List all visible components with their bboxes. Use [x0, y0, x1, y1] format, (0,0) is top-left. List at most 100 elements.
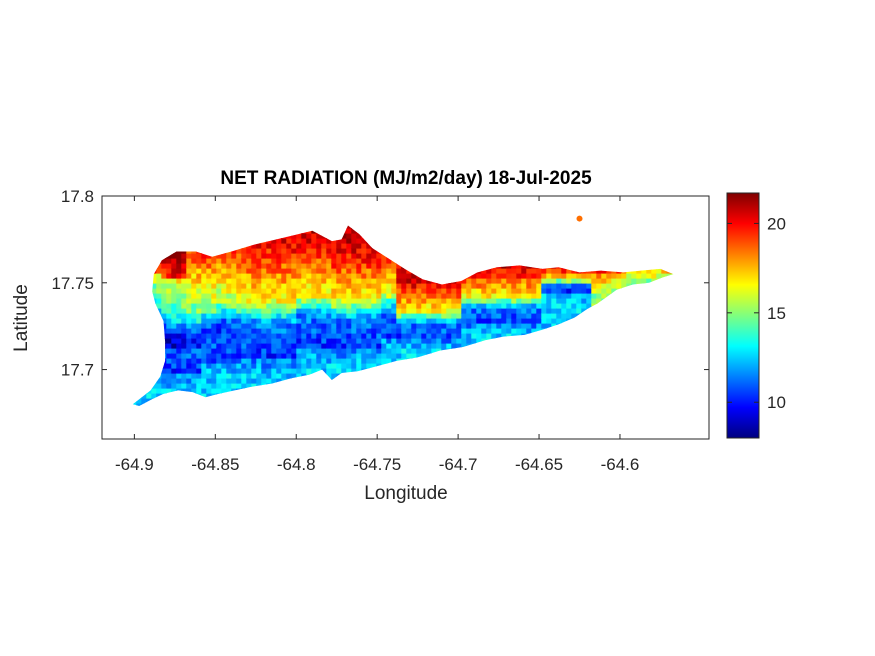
heatmap-cell [391, 368, 397, 374]
heatmap-cell [476, 248, 482, 254]
heatmap-cell [586, 358, 592, 364]
heatmap-cell [186, 258, 192, 264]
heatmap-cell [456, 398, 462, 404]
heatmap-cell [681, 353, 687, 359]
heatmap-cell [656, 283, 662, 289]
heatmap-cell [491, 293, 497, 299]
heatmap-cell [446, 288, 452, 294]
heatmap-cell [266, 283, 272, 289]
heatmap-cell [136, 393, 142, 399]
heatmap-cell [481, 358, 487, 364]
heatmap-cell [381, 268, 387, 274]
heatmap-cell [566, 318, 572, 324]
heatmap-cell [251, 363, 257, 369]
heatmap-cell [341, 225, 347, 229]
heatmap-cell [571, 288, 577, 294]
heatmap-cell [316, 233, 322, 239]
heatmap-cell [626, 288, 632, 294]
heatmap-cell [366, 378, 372, 384]
heatmap-cell [196, 338, 202, 344]
heatmap-cell [281, 308, 287, 314]
heatmap-cell [191, 293, 197, 299]
heatmap-cell [501, 398, 507, 404]
heatmap-cell [346, 248, 352, 254]
heatmap-cell [141, 248, 147, 254]
heatmap-cell [346, 228, 352, 234]
heatmap-cell [171, 383, 177, 389]
heatmap-cell [621, 353, 627, 359]
heatmap-cell [141, 323, 147, 329]
heatmap-cell [556, 278, 562, 284]
heatmap-cell [421, 343, 427, 349]
heatmap-cell [636, 348, 642, 354]
heatmap-cell [351, 225, 357, 229]
heatmap-cell [611, 343, 617, 349]
heatmap-cell [186, 288, 192, 294]
heatmap-cell [546, 318, 552, 324]
heatmap-cell [161, 403, 167, 406]
heatmap-cell [586, 343, 592, 349]
heatmap-cell [521, 383, 527, 389]
heatmap-cell [501, 308, 507, 314]
heatmap-cell [576, 338, 582, 344]
heatmap-cell [351, 333, 357, 339]
heatmap-cell [146, 393, 152, 399]
heatmap-cell [386, 225, 392, 229]
heatmap-cell [316, 263, 322, 269]
heatmap-cell [516, 368, 522, 374]
heatmap-cell [576, 323, 582, 329]
x-tick-label: -64.65 [515, 455, 563, 474]
heatmap-cell [471, 243, 477, 249]
heatmap-cell [516, 298, 522, 304]
heatmap-cell [151, 368, 157, 374]
heatmap-cell [516, 398, 522, 404]
heatmap-cell [526, 233, 532, 239]
heatmap-cell [496, 253, 502, 259]
heatmap-cell [301, 403, 307, 406]
heatmap-cell [526, 288, 532, 294]
heatmap-cell [176, 268, 182, 274]
heatmap-cell [256, 343, 262, 349]
heatmap-cell [276, 248, 282, 254]
heatmap-cell [591, 268, 597, 274]
heatmap-cell [431, 383, 437, 389]
heatmap-cell [436, 298, 442, 304]
heatmap-cell [256, 378, 262, 384]
heatmap-cell [171, 288, 177, 294]
heatmap-cell [196, 393, 202, 399]
heatmap-cell [536, 388, 542, 394]
heatmap-cell [596, 388, 602, 394]
heatmap-cell [551, 348, 557, 354]
heatmap-cell [446, 283, 452, 289]
heatmap-cell [461, 393, 467, 399]
heatmap-cell [201, 408, 207, 414]
heatmap-cell [436, 373, 442, 379]
heatmap-cell [521, 228, 527, 234]
heatmap-cell [191, 283, 197, 289]
heatmap-cell [501, 263, 507, 269]
heatmap-cell [221, 393, 227, 399]
heatmap-cell [481, 343, 487, 349]
heatmap-cell [321, 383, 327, 389]
heatmap-cell [181, 338, 187, 344]
heatmap-cell [461, 278, 467, 284]
heatmap-cell [361, 303, 367, 309]
heatmap-cell [506, 313, 512, 319]
heatmap-cell [196, 408, 202, 414]
heatmap-cell [596, 238, 602, 244]
heatmap-cell [231, 243, 237, 249]
heatmap-cell [126, 353, 132, 359]
heatmap-cell [186, 313, 192, 319]
heatmap-cell [256, 368, 262, 374]
heatmap-cell [546, 398, 552, 404]
heatmap-cell [476, 373, 482, 379]
heatmap-cell [256, 268, 262, 274]
heatmap-cell [306, 233, 312, 239]
heatmap-cell [276, 273, 282, 279]
heatmap-cell [451, 308, 457, 314]
heatmap-cell [561, 393, 567, 399]
heatmap-cell [571, 318, 577, 324]
heatmap-cell [271, 298, 277, 304]
heatmap-cell [361, 228, 367, 234]
heatmap-cell [636, 218, 642, 224]
